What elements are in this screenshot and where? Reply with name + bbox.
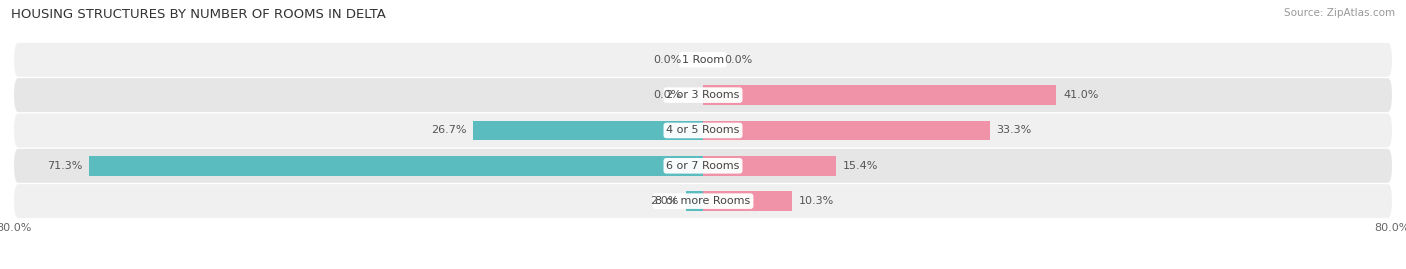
- Text: 8 or more Rooms: 8 or more Rooms: [655, 196, 751, 206]
- FancyBboxPatch shape: [14, 43, 1392, 77]
- Bar: [703, 85, 1056, 105]
- Text: 1 Room: 1 Room: [682, 55, 724, 65]
- Text: 15.4%: 15.4%: [842, 161, 877, 171]
- Text: 4 or 5 Rooms: 4 or 5 Rooms: [666, 125, 740, 136]
- FancyBboxPatch shape: [14, 149, 1392, 183]
- Text: 71.3%: 71.3%: [46, 161, 82, 171]
- Bar: [472, 121, 703, 140]
- Bar: [703, 121, 990, 140]
- Text: 2 or 3 Rooms: 2 or 3 Rooms: [666, 90, 740, 100]
- Text: 26.7%: 26.7%: [430, 125, 467, 136]
- FancyBboxPatch shape: [14, 184, 1392, 218]
- Text: 6 or 7 Rooms: 6 or 7 Rooms: [666, 161, 740, 171]
- Text: 10.3%: 10.3%: [799, 196, 834, 206]
- Text: 33.3%: 33.3%: [997, 125, 1032, 136]
- Text: HOUSING STRUCTURES BY NUMBER OF ROOMS IN DELTA: HOUSING STRUCTURES BY NUMBER OF ROOMS IN…: [11, 8, 387, 21]
- Bar: [703, 192, 792, 211]
- Bar: [686, 192, 703, 211]
- Text: Source: ZipAtlas.com: Source: ZipAtlas.com: [1284, 8, 1395, 18]
- Text: 0.0%: 0.0%: [654, 90, 682, 100]
- Bar: [89, 156, 703, 175]
- Text: 41.0%: 41.0%: [1063, 90, 1098, 100]
- FancyBboxPatch shape: [14, 78, 1392, 112]
- Text: 2.0%: 2.0%: [651, 196, 679, 206]
- Text: 0.0%: 0.0%: [724, 55, 752, 65]
- FancyBboxPatch shape: [14, 114, 1392, 147]
- Bar: [703, 156, 835, 175]
- Text: 0.0%: 0.0%: [654, 55, 682, 65]
